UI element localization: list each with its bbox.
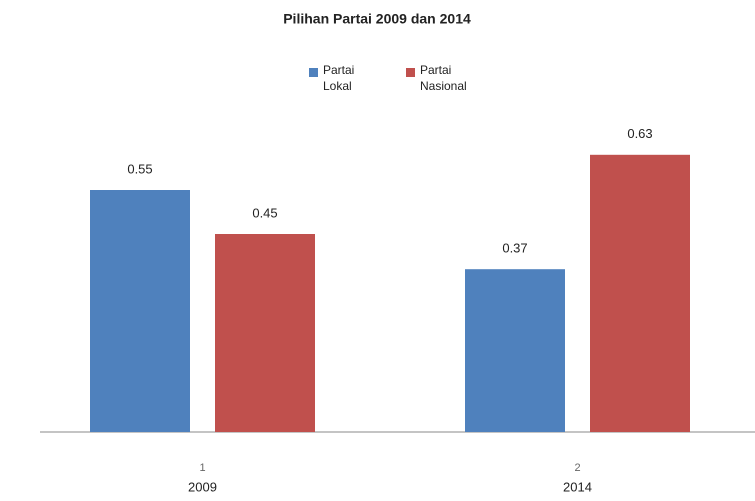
chart-title: Pilihan Partai 2009 dan 2014	[283, 11, 471, 27]
legend-label: Partai Lokal	[323, 63, 355, 93]
legend-swatch	[309, 68, 318, 77]
data-label: 0.45	[252, 205, 277, 220]
data-label: 0.37	[502, 241, 527, 256]
bar	[590, 154, 690, 433]
legend-label: Partai Nasional	[420, 63, 467, 93]
x-tick-label: 2014	[563, 479, 592, 494]
data-label: 0.63	[627, 126, 652, 141]
bar	[215, 234, 315, 432]
data-label: 0.55	[127, 161, 152, 176]
bar	[465, 269, 565, 432]
legend-swatch	[406, 68, 415, 77]
x-tick-label: 2009	[188, 479, 217, 494]
x-tick-number: 1	[199, 462, 205, 474]
x-tick-number: 2	[574, 462, 580, 474]
bar	[90, 190, 190, 432]
